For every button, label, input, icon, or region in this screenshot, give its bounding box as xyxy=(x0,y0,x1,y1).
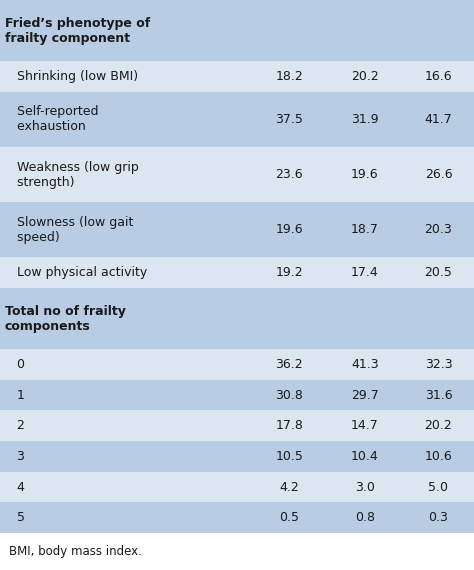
Text: 41.7: 41.7 xyxy=(425,113,452,126)
Text: 19.2: 19.2 xyxy=(275,266,303,279)
Bar xyxy=(0,0,474,61)
Bar xyxy=(0,61,474,92)
Bar xyxy=(0,288,474,349)
Bar xyxy=(0,349,474,380)
Text: 17.8: 17.8 xyxy=(275,420,303,432)
Text: 20.2: 20.2 xyxy=(351,70,379,83)
Text: Weakness (low grip
   strength): Weakness (low grip strength) xyxy=(5,161,138,189)
Text: 0.3: 0.3 xyxy=(428,511,448,524)
Text: 19.6: 19.6 xyxy=(351,168,379,181)
Bar xyxy=(0,441,474,472)
Text: 4: 4 xyxy=(5,481,25,494)
Text: Low physical activity: Low physical activity xyxy=(5,266,147,279)
Text: 0.5: 0.5 xyxy=(279,511,299,524)
Text: 10.4: 10.4 xyxy=(351,450,379,463)
Bar xyxy=(0,502,474,533)
Text: Slowness (low gait
   speed): Slowness (low gait speed) xyxy=(5,215,133,244)
Text: 16.6: 16.6 xyxy=(425,70,452,83)
Text: 17.4: 17.4 xyxy=(351,266,379,279)
Bar xyxy=(0,257,474,288)
Text: 3: 3 xyxy=(5,450,25,463)
Text: 37.5: 37.5 xyxy=(275,113,303,126)
Bar xyxy=(0,147,474,202)
Bar xyxy=(0,472,474,502)
Bar xyxy=(0,380,474,410)
Text: 10.5: 10.5 xyxy=(275,450,303,463)
Text: 29.7: 29.7 xyxy=(351,389,379,402)
Text: Fried’s phenotype of
frailty component: Fried’s phenotype of frailty component xyxy=(5,17,150,44)
Text: 2: 2 xyxy=(5,420,25,432)
Text: 32.3: 32.3 xyxy=(425,358,452,371)
Bar xyxy=(0,92,474,147)
Text: 18.7: 18.7 xyxy=(351,223,379,236)
Text: 0: 0 xyxy=(5,358,25,371)
Text: 30.8: 30.8 xyxy=(275,389,303,402)
Text: 31.9: 31.9 xyxy=(351,113,379,126)
Text: 18.2: 18.2 xyxy=(275,70,303,83)
Text: Shrinking (low BMI): Shrinking (low BMI) xyxy=(5,70,138,83)
Text: 20.3: 20.3 xyxy=(425,223,452,236)
Text: 0.8: 0.8 xyxy=(355,511,375,524)
Text: 14.7: 14.7 xyxy=(351,420,379,432)
Text: 5: 5 xyxy=(5,511,25,524)
Text: 1: 1 xyxy=(5,389,25,402)
Text: 5.0: 5.0 xyxy=(428,481,448,494)
Text: 20.5: 20.5 xyxy=(425,266,452,279)
Bar xyxy=(0,410,474,441)
Text: 36.2: 36.2 xyxy=(275,358,303,371)
Text: 20.2: 20.2 xyxy=(425,420,452,432)
Text: 10.6: 10.6 xyxy=(425,450,452,463)
Text: 19.6: 19.6 xyxy=(275,223,303,236)
Text: 41.3: 41.3 xyxy=(351,358,379,371)
Bar xyxy=(0,202,474,257)
Text: 3.0: 3.0 xyxy=(355,481,375,494)
Text: 23.6: 23.6 xyxy=(275,168,303,181)
Text: 26.6: 26.6 xyxy=(425,168,452,181)
Text: Self-reported
   exhaustion: Self-reported exhaustion xyxy=(5,105,98,133)
Text: 4.2: 4.2 xyxy=(279,481,299,494)
Text: Total no of frailty
components: Total no of frailty components xyxy=(5,304,126,332)
Text: BMI, body mass index.: BMI, body mass index. xyxy=(9,545,142,558)
Text: 31.6: 31.6 xyxy=(425,389,452,402)
